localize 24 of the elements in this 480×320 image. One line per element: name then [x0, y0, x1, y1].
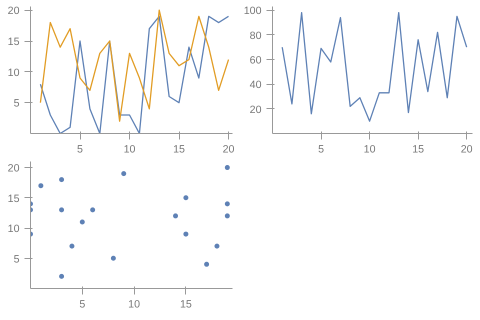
y-tick-label: 100 [244, 5, 262, 18]
y-tick-label: 15 [8, 192, 20, 205]
x-tick-label: 10 [128, 298, 140, 310]
x-tick-label: 5 [318, 144, 324, 156]
y-tick-label: 10 [8, 223, 20, 236]
y-tick-label: 20 [8, 162, 20, 175]
y-tick-label: 10 [8, 66, 20, 79]
y-tick-label: 20 [8, 5, 20, 18]
y-tick-label: 20 [250, 104, 262, 116]
y-tick-label: 5 [14, 98, 20, 110]
y-tick-label: 60 [250, 54, 262, 67]
x-tick-label: 20 [460, 144, 473, 156]
x-tick-label: 5 [77, 144, 84, 156]
x-tick-label: 20 [222, 144, 235, 156]
x-tick-label: 10 [364, 144, 376, 156]
x-tick-label: 15 [173, 144, 186, 156]
y-tick-label: 15 [8, 36, 20, 48]
y-tick-label: 80 [250, 30, 262, 42]
x-tick-label: 15 [412, 144, 424, 156]
y-tick-label: 40 [250, 79, 262, 92]
x-tick-label: 5 [79, 298, 86, 310]
x-tick-label: 10 [124, 144, 136, 156]
y-tick-label: 5 [14, 253, 20, 266]
x-tick-label: 15 [180, 298, 192, 310]
